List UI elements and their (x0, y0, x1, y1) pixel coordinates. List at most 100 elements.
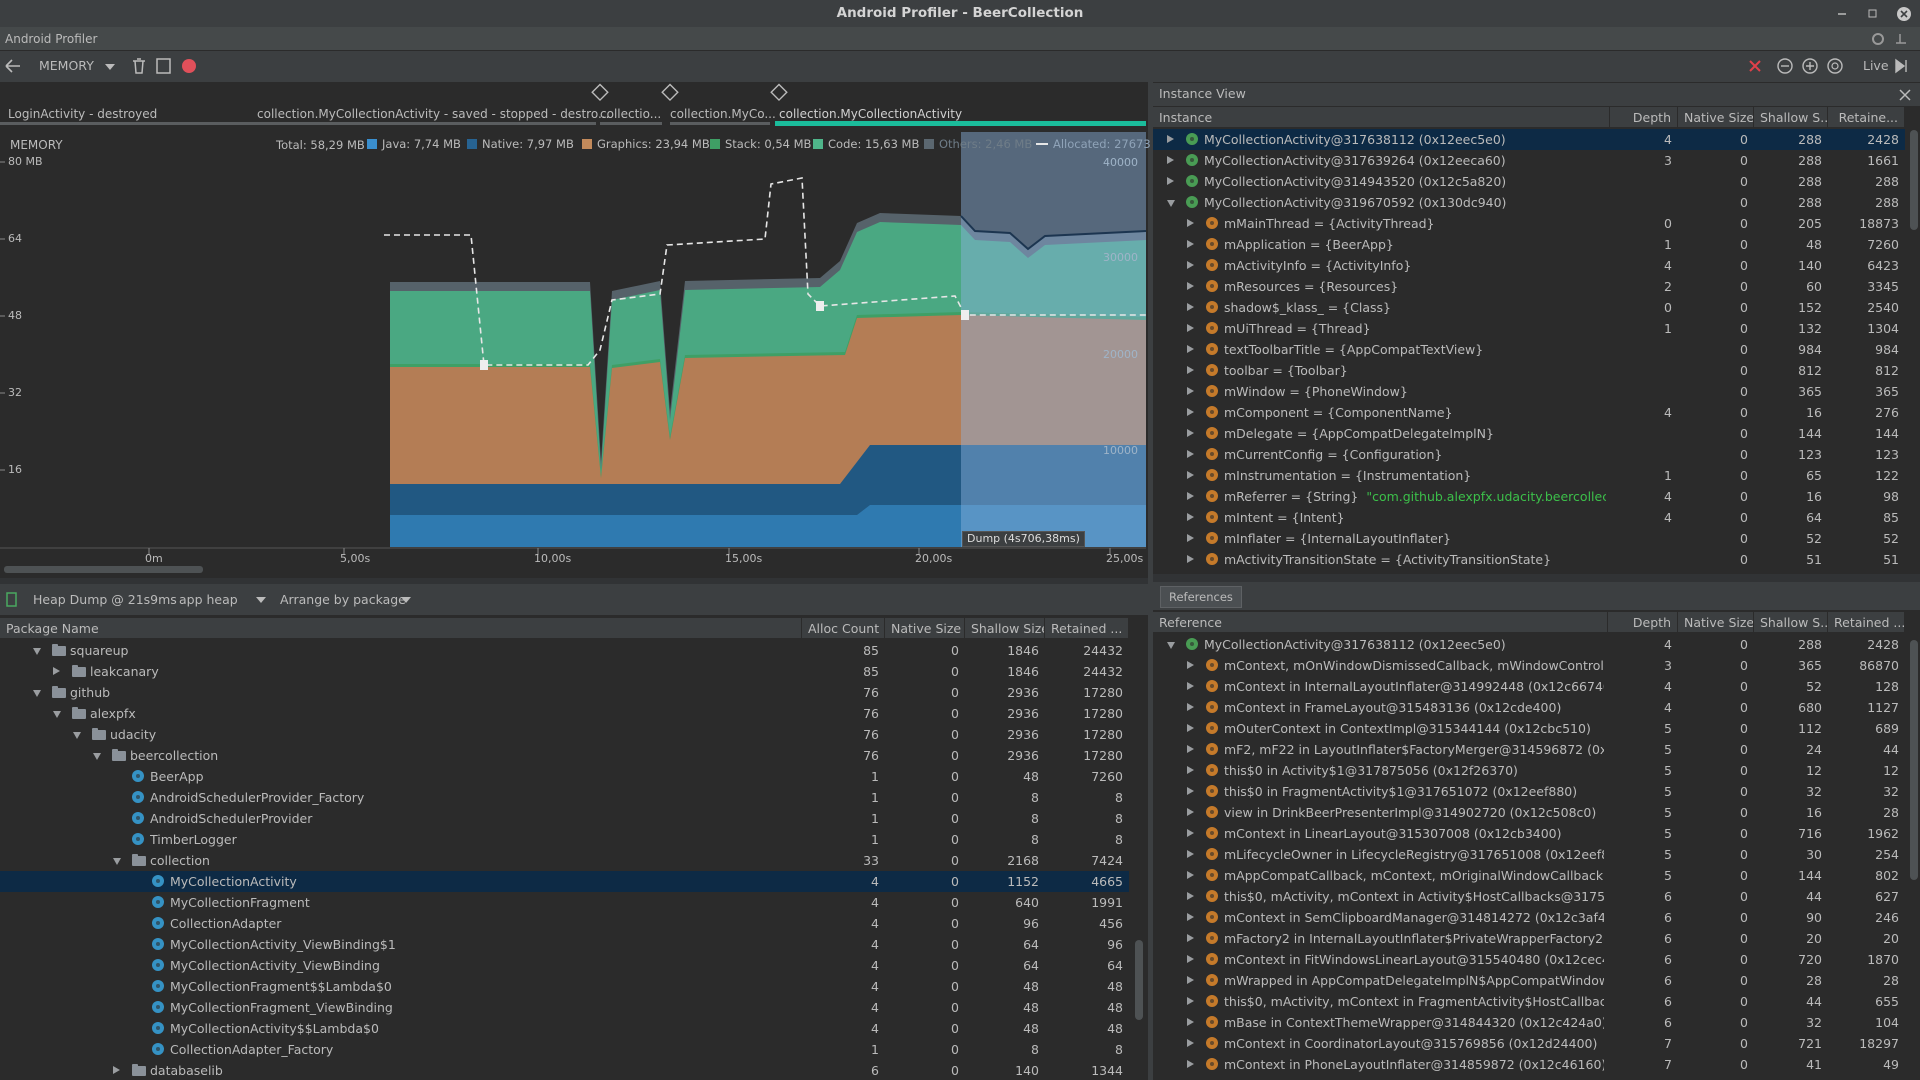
table-row[interactable]: view in DrinkBeerPresenterImpl@314902720… (1153, 802, 1905, 823)
table-row[interactable]: MyCollectionActivity$$Lambda$0 4 0 48 48 (0, 1018, 1129, 1039)
expand-arrow[interactable] (1187, 471, 1194, 479)
expand-arrow[interactable] (1187, 1060, 1194, 1068)
zoom-in-button[interactable] (1802, 58, 1818, 74)
table-row[interactable]: BeerApp 1 0 48 7260 (0, 766, 1129, 787)
expand-arrow[interactable] (1167, 156, 1174, 164)
column-header[interactable]: Alloc Count (802, 618, 885, 639)
table-row[interactable]: mActivityTransitionState = {ActivityTran… (1153, 549, 1905, 570)
table-row[interactable]: toolbar = {Toolbar} 0 812 812 (1153, 360, 1905, 381)
expand-arrow[interactable] (1187, 429, 1194, 437)
column-header[interactable]: Reference (1153, 612, 1608, 633)
expand-arrow[interactable] (93, 753, 101, 760)
table-row[interactable]: this$0 in FragmentActivity$1@317651072 (… (1153, 781, 1905, 802)
table-row[interactable]: github 76 0 2936 17280 (0, 682, 1129, 703)
table-row[interactable]: mContext in SemClipboardManager@31481427… (1153, 907, 1905, 928)
table-row[interactable]: mWrapped in AppCompatDelegateImplN$AppCo… (1153, 970, 1905, 991)
expand-arrow[interactable] (33, 648, 41, 655)
expand-arrow[interactable] (1187, 366, 1194, 374)
expand-arrow[interactable] (1187, 892, 1194, 900)
expand-arrow[interactable] (1187, 450, 1194, 458)
expand-arrow[interactable] (1187, 303, 1194, 311)
expand-arrow[interactable] (1187, 513, 1194, 521)
table-row[interactable]: MyCollectionFragment 4 0 640 1991 (0, 892, 1129, 913)
expand-arrow[interactable] (1187, 1018, 1194, 1026)
table-row[interactable]: this$0, mActivity, mContext in FragmentA… (1153, 991, 1905, 1012)
expand-arrow[interactable] (1187, 745, 1194, 753)
expand-arrow[interactable] (1187, 261, 1194, 269)
dump-heap-button[interactable] (156, 58, 171, 74)
stop-session-button[interactable] (1749, 60, 1761, 72)
table-row[interactable]: AndroidSchedulerProvider_Factory 1 0 8 8 (0, 787, 1129, 808)
column-header[interactable]: Native Size (1678, 107, 1754, 128)
instance-scrollbar[interactable] (1910, 130, 1918, 230)
table-row[interactable]: mMainThread = {ActivityThread} 0 0 205 18873 (1153, 213, 1905, 234)
table-row[interactable]: mAppCompatCallback, mContext, mOriginalW… (1153, 865, 1905, 886)
table-row[interactable]: MyCollectionActivity@314943520 (0x12c5a8… (1153, 171, 1905, 192)
heap-dropdown[interactable] (256, 597, 266, 603)
heap-dump-marker[interactable]: Dump (4s706,38ms) (962, 531, 1085, 547)
table-row[interactable]: mComponent = {ComponentName} 4 0 16 276 (1153, 402, 1905, 423)
right-horizontal-divider[interactable] (1153, 574, 1920, 582)
table-row[interactable]: CollectionAdapter 4 0 96 456 (0, 913, 1129, 934)
expand-arrow[interactable] (1187, 934, 1194, 942)
table-row[interactable]: shadow$_klass_ = {Class} 0 0 152 2540 (1153, 297, 1905, 318)
column-header[interactable]: Instance (1153, 107, 1610, 128)
references-tab[interactable]: References (1160, 586, 1242, 608)
expand-arrow[interactable] (1187, 345, 1194, 353)
expand-arrow[interactable] (1187, 555, 1194, 563)
expand-arrow[interactable] (1167, 177, 1174, 185)
table-row[interactable]: this$0, mActivity, mContext in Activity$… (1153, 886, 1905, 907)
table-row[interactable]: mReferrer = {String} "com.github.alexpfx.… (1153, 486, 1905, 507)
expand-arrow[interactable] (1187, 808, 1194, 816)
table-row[interactable]: udacity 76 0 2936 17280 (0, 724, 1129, 745)
expand-arrow[interactable] (1187, 997, 1194, 1005)
heap-selector[interactable]: app heap (179, 592, 238, 607)
expand-arrow[interactable] (1167, 135, 1174, 143)
restore-button[interactable] (1868, 9, 1877, 18)
expand-arrow[interactable] (1167, 200, 1175, 207)
activity-label[interactable]: LoginActivity - destroyed (8, 107, 158, 121)
table-row[interactable]: TimberLogger 1 0 8 8 (0, 829, 1129, 850)
zoom-out-button[interactable] (1777, 58, 1793, 74)
expand-arrow[interactable] (1187, 976, 1194, 984)
vertical-divider[interactable] (1148, 82, 1153, 1080)
activity-label[interactable]: collection.MyCollectionActivity - saved … (257, 107, 610, 121)
live-label[interactable]: Live (1863, 58, 1889, 73)
table-row[interactable]: leakcanary 85 0 1846 24432 (0, 661, 1129, 682)
table-row[interactable]: MyCollectionActivity@317638112 (0x12eec5… (1153, 634, 1905, 655)
expand-arrow[interactable] (1187, 1039, 1194, 1047)
table-row[interactable]: alexpfx 76 0 2936 17280 (0, 703, 1129, 724)
table-row[interactable]: beercollection 76 0 2936 17280 (0, 745, 1129, 766)
table-row[interactable]: textToolbarTitle = {AppCompatTextView} 0 9… (1153, 339, 1905, 360)
table-row[interactable]: mInstrumentation = {Instrumentation} 1 0 65… (1153, 465, 1905, 486)
reset-zoom-button[interactable] (1827, 58, 1843, 74)
column-header[interactable]: Depth (1608, 612, 1678, 633)
table-row[interactable]: databaselib 6 0 140 1344 (0, 1060, 1129, 1080)
expand-arrow[interactable] (53, 711, 61, 718)
expand-arrow[interactable] (1187, 324, 1194, 332)
table-row[interactable]: mContext in FrameLayout@315483136 (0x12c… (1153, 697, 1905, 718)
jump-to-live-button[interactable] (1895, 58, 1907, 74)
table-row[interactable]: mContext in CoordinatorLayout@315769856 … (1153, 1033, 1905, 1054)
expand-arrow[interactable] (33, 690, 41, 697)
expand-arrow[interactable] (1187, 661, 1194, 669)
expand-arrow[interactable] (1187, 787, 1194, 795)
profiler-dropdown[interactable] (105, 64, 115, 70)
expand-arrow[interactable] (1187, 682, 1194, 690)
expand-arrow[interactable] (1187, 703, 1194, 711)
expand-arrow[interactable] (1187, 724, 1194, 732)
references-scrollbar[interactable] (1910, 640, 1918, 880)
table-row[interactable]: mActivityInfo = {ActivityInfo} 4 0 140 6423 (1153, 255, 1905, 276)
table-row[interactable]: mDelegate = {AppCompatDelegateImplN} 0 144… (1153, 423, 1905, 444)
hide-button[interactable] (1896, 34, 1906, 44)
table-row[interactable]: MyCollectionFragment$$Lambda$0 4 0 48 48 (0, 976, 1129, 997)
settings-icons[interactable] (1866, 30, 1916, 48)
table-row[interactable]: MyCollectionActivity@319670592 (0x130dc9… (1153, 192, 1905, 213)
arrange-dropdown[interactable] (401, 597, 411, 603)
expand-arrow[interactable] (1187, 408, 1194, 416)
table-row[interactable]: this$0 in Activity$1@317875056 (0x12f263… (1153, 760, 1905, 781)
table-row[interactable]: mResources = {Resources} 2 0 60 3345 (1153, 276, 1905, 297)
table-row[interactable]: mWindow = {PhoneWindow} 0 365 365 (1153, 381, 1905, 402)
table-row[interactable]: mApplication = {BeerApp} 1 0 48 7260 (1153, 234, 1905, 255)
column-header[interactable]: Shallow S... (1754, 612, 1828, 633)
